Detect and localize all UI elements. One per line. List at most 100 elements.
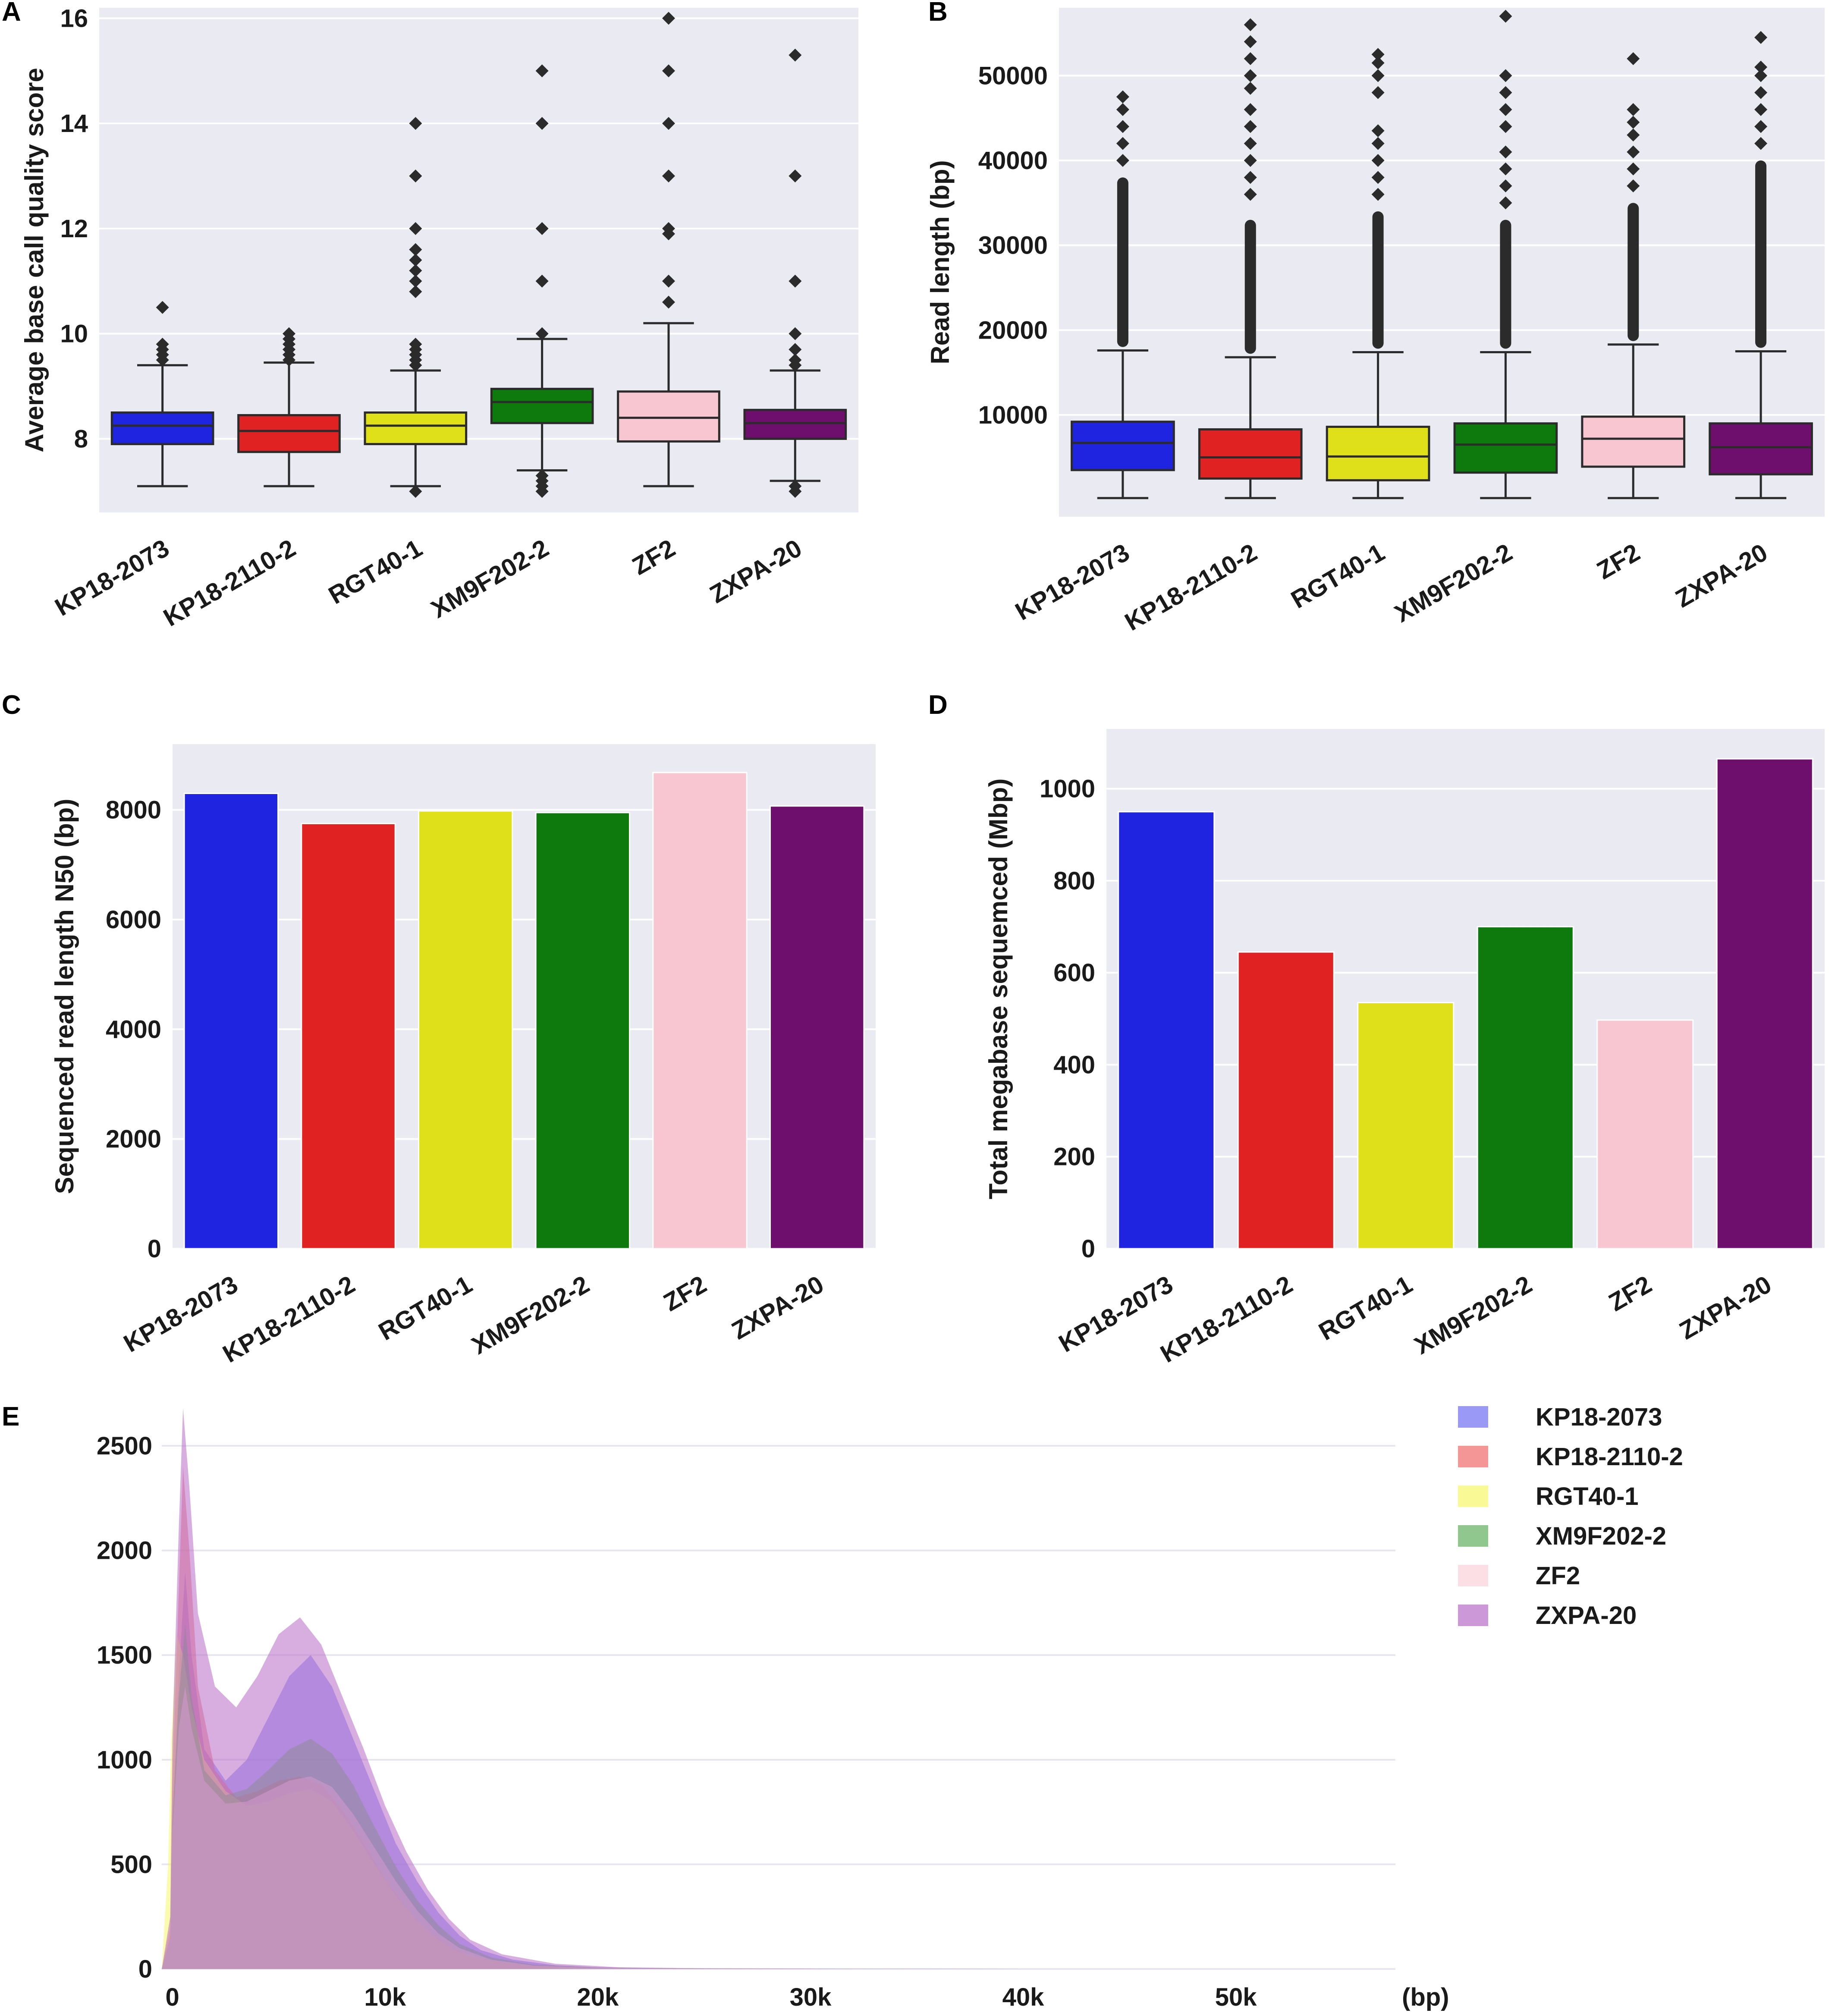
panel-c-x-tick-label: XM9F202-2 — [467, 1270, 594, 1360]
panel-d-y-tick-label: 0 — [1081, 1235, 1095, 1263]
panel-e-y-tick-label: 1000 — [97, 1746, 152, 1774]
outlier-cluster — [1244, 220, 1256, 354]
panel-c-x-tick-label: ZXPA-20 — [727, 1270, 828, 1345]
panel-d-barchart: D 0 200 400 600 800 1000 Total megabase sequemc… — [928, 690, 1825, 1368]
panel-a-y-tick-label: 12 — [60, 215, 88, 243]
legend-label: ZF2 — [1536, 1562, 1580, 1590]
outlier-point — [789, 343, 802, 356]
outlier-point — [1116, 103, 1129, 116]
bar — [535, 812, 630, 1250]
outlier-point — [409, 285, 422, 298]
bar — [1477, 926, 1574, 1250]
panel-e-x-tick-label: 40k — [1002, 1983, 1045, 2011]
panel-e-x-tick-label: 10k — [364, 1983, 406, 2011]
outlier-point — [789, 170, 802, 182]
panel-a-y-tick-label: 10 — [60, 320, 88, 348]
outlier-point — [1244, 154, 1257, 167]
panel-b-y-tick-label: 20000 — [978, 316, 1048, 344]
panel-b-x-tick-label: ZXPA-20 — [1671, 538, 1772, 613]
panel-b-x-tick-label: RGT40-1 — [1286, 538, 1389, 614]
box-iqr — [617, 390, 720, 443]
panel-a-boxplot: A 8 10 12 14 16 Average base call quality scor… — [2, 0, 858, 632]
panel-c-barchart: C 0 2000 4000 6000 8000 Sequenced read length … — [2, 690, 876, 1368]
outlier-point — [535, 64, 549, 78]
outlier-point — [1244, 82, 1257, 95]
panel-b-y-tick-label: 50000 — [978, 62, 1048, 90]
outlier-point — [1627, 162, 1640, 176]
panel-d-y-tick-label: 400 — [1053, 1051, 1095, 1079]
legend-label: KP18-2073 — [1536, 1403, 1662, 1431]
panel-d-x-tick-label: KP18-2110-2 — [1156, 1270, 1298, 1368]
panel-b-y-tick-label: 10000 — [978, 401, 1048, 429]
histogram-area-zxpa-20 — [162, 1408, 1395, 1969]
panel-a-x-tick-label: KP18-2073 — [50, 534, 174, 622]
outlier-point — [1627, 145, 1640, 159]
outlier-point — [1244, 188, 1257, 201]
panel-letter-e: E — [2, 1402, 19, 1432]
outlier-point — [1244, 52, 1257, 65]
panel-b-y-axis-label: Read length (bp) — [926, 160, 955, 364]
legend-label: ZXPA-20 — [1536, 1601, 1637, 1630]
panel-a-x-tick-label: KP18-2110-2 — [159, 534, 301, 632]
outlier-point — [535, 117, 549, 130]
outlier-point — [283, 327, 295, 340]
panel-b-y-tick-label: 30000 — [978, 232, 1048, 260]
outlier-point — [1371, 171, 1385, 184]
panel-d-y-tick-label: 1000 — [1040, 775, 1095, 803]
panel-a-x-tick-label: ZF2 — [628, 534, 680, 581]
legend-swatch — [1458, 1485, 1488, 1507]
panel-e-y-tick-label: 0 — [138, 1955, 152, 1983]
legend-swatch — [1458, 1525, 1488, 1547]
panel-c-plot-area — [173, 744, 876, 1249]
outlier-point — [1116, 154, 1129, 167]
panel-c-x-tick-label: RGT40-1 — [374, 1270, 477, 1346]
outlier-point — [535, 469, 549, 482]
panel-c-y-tick-label: 8000 — [106, 796, 161, 824]
outlier-cluster — [1372, 211, 1384, 349]
panel-b-x-tick-label: XM9F202-2 — [1390, 538, 1517, 628]
panel-d-x-tick-label: RGT40-1 — [1314, 1270, 1417, 1346]
panel-e-x-axis-label: (bp) — [1402, 1983, 1449, 2011]
outlier-point — [1499, 120, 1512, 133]
panel-d-y-axis-label: Total megabase sequemced (Mbp) — [984, 779, 1013, 1200]
panel-letter-a: A — [2, 0, 21, 27]
outlier-point — [1244, 137, 1257, 150]
outlier-point — [1244, 171, 1257, 184]
panel-a-plot-area — [99, 8, 858, 512]
outlier-point — [662, 170, 675, 182]
panel-a-x-tick-label: ZXPA-20 — [705, 534, 806, 609]
outlier-point — [1754, 120, 1768, 133]
outlier-point — [789, 480, 802, 493]
outlier-cluster — [1755, 160, 1767, 348]
panel-e-y-tick-label: 2500 — [97, 1432, 152, 1460]
outlier-point — [789, 327, 802, 340]
outlier-point — [1499, 179, 1512, 192]
outlier-point — [1371, 188, 1385, 201]
outlier-point — [1499, 103, 1512, 116]
outlier-point — [1244, 18, 1257, 31]
box-iqr — [364, 411, 468, 446]
outlier-point — [662, 64, 675, 78]
outlier-point — [662, 274, 675, 288]
outlier-point — [1116, 90, 1129, 104]
outlier-point — [1244, 120, 1257, 133]
outlier-point — [535, 327, 549, 340]
outlier-cluster — [1627, 203, 1639, 341]
outlier-point — [409, 485, 422, 498]
outlier-point — [1754, 31, 1768, 44]
panel-letter-c: C — [2, 690, 21, 720]
outlier-point — [1627, 129, 1640, 141]
panel-b-x-tick-label: ZF2 — [1592, 538, 1645, 585]
box-iqr — [1326, 426, 1430, 481]
bar — [301, 823, 396, 1250]
box-iqr — [1071, 421, 1175, 471]
outlier-point — [662, 295, 675, 309]
outlier-point — [1627, 179, 1640, 192]
box-iqr — [1581, 415, 1686, 468]
box-iqr — [1453, 422, 1558, 474]
box-iqr — [110, 411, 214, 446]
legend-label: KP18-2110-2 — [1536, 1443, 1683, 1471]
outlier-cluster — [1117, 177, 1128, 347]
box-iqr — [743, 408, 847, 440]
